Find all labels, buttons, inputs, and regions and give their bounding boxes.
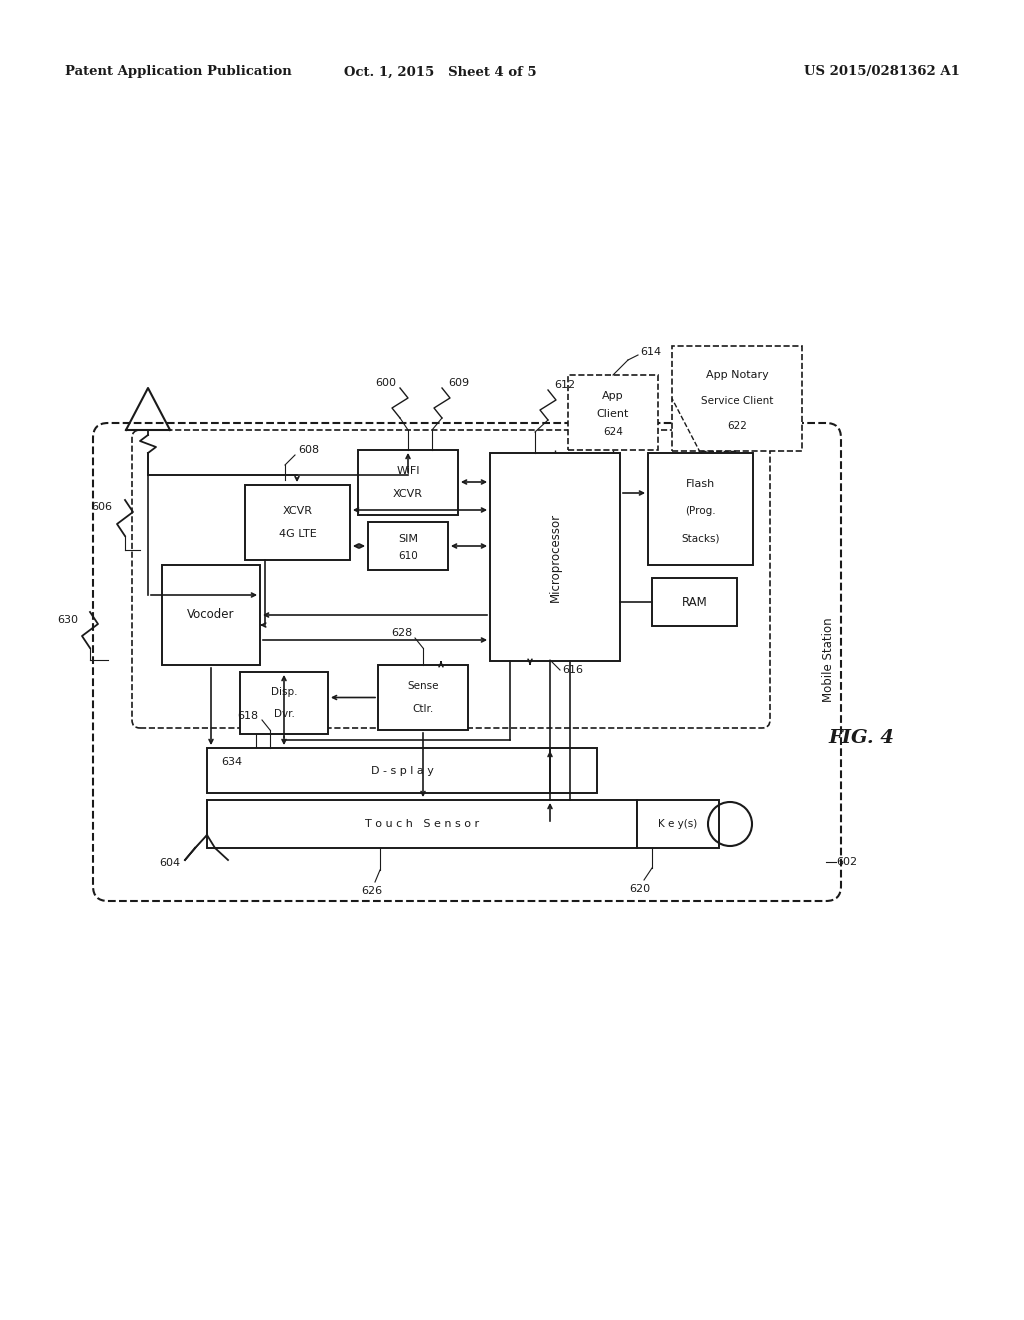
Text: XCVR: XCVR [283,507,312,516]
Text: Client: Client [597,409,629,418]
Text: US 2015/0281362 A1: US 2015/0281362 A1 [804,66,961,78]
Text: Disp.: Disp. [270,688,297,697]
Text: 612: 612 [554,380,575,389]
Bar [368,521,449,570]
Bar [378,665,468,730]
Bar [568,375,658,450]
Text: 618: 618 [237,711,258,721]
Text: Ctlr.: Ctlr. [413,704,433,714]
FancyBboxPatch shape [93,422,841,902]
Text: Sense: Sense [408,681,438,692]
Bar [637,800,719,847]
Text: 600: 600 [375,378,396,388]
Bar [207,800,637,847]
Text: 602: 602 [836,857,857,867]
Text: 634: 634 [221,756,242,767]
Text: 626: 626 [361,886,383,896]
Text: XCVR: XCVR [393,488,423,499]
Text: WiFI: WiFI [396,466,420,477]
Bar [648,453,753,565]
Text: 610: 610 [398,550,418,561]
Text: Microprocessor: Microprocessor [549,512,561,602]
FancyBboxPatch shape [132,430,770,729]
Bar [240,672,328,734]
Text: 622: 622 [727,421,746,430]
Text: Flash: Flash [686,479,715,490]
Bar [245,484,350,560]
Bar [490,453,620,661]
Bar [358,450,458,515]
Text: D - s p l a y: D - s p l a y [371,766,433,776]
Text: 628: 628 [391,628,412,638]
Text: 604: 604 [159,858,180,869]
Bar [207,748,597,793]
Text: App Notary: App Notary [706,371,768,380]
Text: 4G LTE: 4G LTE [279,529,316,539]
Text: Patent Application Publication: Patent Application Publication [65,66,292,78]
Text: 614: 614 [640,347,662,356]
Text: RAM: RAM [682,595,708,609]
Bar [162,565,260,665]
Text: SIM: SIM [398,533,418,544]
Text: K e y(s): K e y(s) [658,818,697,829]
Text: 620: 620 [630,884,650,894]
Text: 624: 624 [603,426,623,437]
Text: Service Client: Service Client [700,396,773,405]
Text: Mobile Station: Mobile Station [822,618,835,702]
Text: 608: 608 [298,445,319,455]
Text: Dvr.: Dvr. [273,709,295,718]
Text: 616: 616 [562,665,583,675]
Text: Stacks): Stacks) [681,533,720,543]
Text: 630: 630 [57,615,78,624]
Text: 609: 609 [449,378,469,388]
Text: App: App [602,391,624,401]
Text: (Prog.: (Prog. [685,507,716,516]
Text: Oct. 1, 2015   Sheet 4 of 5: Oct. 1, 2015 Sheet 4 of 5 [344,66,537,78]
Text: Vocoder: Vocoder [187,609,234,622]
Text: FIG. 4: FIG. 4 [828,729,894,747]
Text: T o u c h   S e n s o r: T o u c h S e n s o r [365,818,479,829]
Text: 606: 606 [91,502,112,512]
Bar [672,346,802,451]
Bar [652,578,737,626]
